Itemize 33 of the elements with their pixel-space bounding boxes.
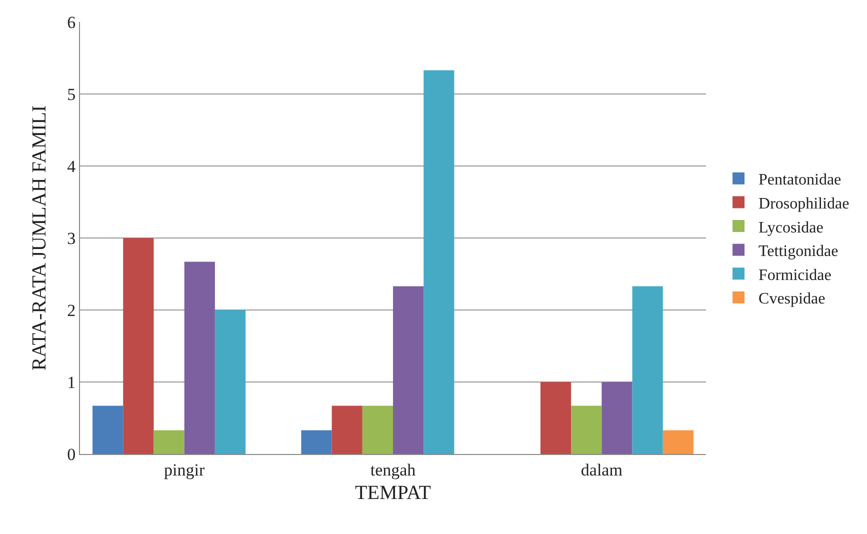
- bar: [123, 238, 154, 454]
- bar: [602, 382, 632, 454]
- x-tick-label: dalam: [580, 460, 622, 480]
- y-tick-label: 0: [67, 444, 76, 464]
- x-tick-label: pingir: [164, 460, 205, 480]
- y-tick-label: 3: [67, 228, 76, 248]
- y-tick-label: 2: [67, 300, 76, 320]
- bar: [362, 406, 393, 454]
- legend-label: Cvespidae: [758, 290, 826, 308]
- bar: [214, 310, 246, 454]
- x-axis-title: TEMPAT: [355, 482, 431, 504]
- bar: [92, 406, 124, 454]
- bar: [184, 262, 215, 454]
- y-axis-title: RATA-RATA JUMLAH FAMILI: [28, 105, 51, 371]
- legend-label: Drosophilidae: [758, 195, 850, 212]
- x-tick-label: tengah: [370, 460, 416, 480]
- bar: [393, 286, 424, 454]
- y-tick-label: 1: [67, 372, 76, 392]
- bar: [540, 382, 572, 454]
- y-tick-label: 6: [67, 12, 76, 32]
- y-tick-label: 5: [67, 84, 76, 104]
- bar: [424, 70, 454, 454]
- bar: [632, 286, 663, 454]
- bar: [154, 430, 184, 454]
- bar: [301, 430, 332, 454]
- bar: [662, 430, 694, 454]
- y-tick-label: 4: [67, 156, 76, 176]
- legend-label: Pentatonidae: [758, 172, 842, 189]
- bar: [571, 406, 602, 454]
- legend-label: Formicidae: [758, 266, 832, 284]
- legend-label: Lycosidae: [758, 219, 824, 236]
- bar: [332, 406, 362, 454]
- legend-label: Tettigonidae: [758, 243, 838, 260]
